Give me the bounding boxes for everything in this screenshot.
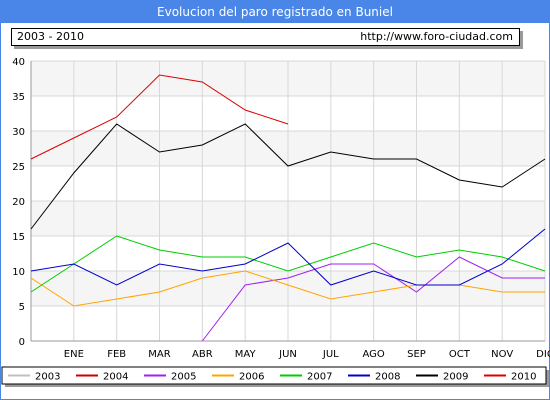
x-tick-label: ENE: [64, 349, 84, 360]
y-tick-label: 10: [12, 267, 25, 278]
y-tick-label: 15: [12, 232, 25, 243]
x-tick-label: AGO: [363, 349, 385, 360]
legend-label-2009: 2009: [443, 372, 468, 383]
series-line-2008: [30, 228, 546, 286]
x-tick-label: JUN: [278, 349, 297, 360]
x-tick-label: OCT: [449, 349, 471, 360]
x-tick-label: JUL: [322, 349, 339, 360]
y-tick-label: 25: [12, 162, 25, 173]
legend-label-2006: 2006: [239, 372, 264, 383]
x-tick-label: NOV: [491, 349, 513, 360]
x-tick-label: DIC: [536, 349, 550, 360]
y-tick-label: 0: [19, 337, 25, 348]
legend-label-2008: 2008: [375, 372, 400, 383]
series-line-2007: [30, 235, 546, 293]
chart-title: Evolucion del paro registrado en Buniel: [1, 1, 549, 23]
legend-label-2010: 2010: [511, 372, 536, 383]
legend-label-2004: 2004: [103, 372, 128, 383]
y-tick-label: 5: [19, 302, 25, 313]
x-tick-label: ABR: [192, 349, 213, 360]
info-bar: 2003 - 2010 http://www.foro-ciudad.com: [11, 28, 520, 46]
period-label: 2003 - 2010: [17, 30, 84, 43]
x-tick-label: MAY: [235, 349, 257, 360]
x-tick-label: MAR: [148, 349, 170, 360]
legend-label-2003: 2003: [35, 372, 60, 383]
y-tick-label: 35: [12, 92, 25, 103]
y-tick-label: 20: [12, 197, 25, 208]
legend: [1, 366, 547, 385]
x-tick-label: FEB: [107, 349, 126, 360]
y-tick-label: 30: [12, 127, 25, 138]
series-line-2010: [30, 74, 289, 160]
x-tick-label: SEP: [407, 349, 426, 360]
y-tick-label: 40: [12, 57, 25, 68]
series-line-2009: [30, 123, 546, 230]
website-link[interactable]: http://www.foro-ciudad.com: [360, 30, 513, 43]
legend-label-2005: 2005: [171, 372, 196, 383]
legend-label-2007: 2007: [307, 372, 332, 383]
